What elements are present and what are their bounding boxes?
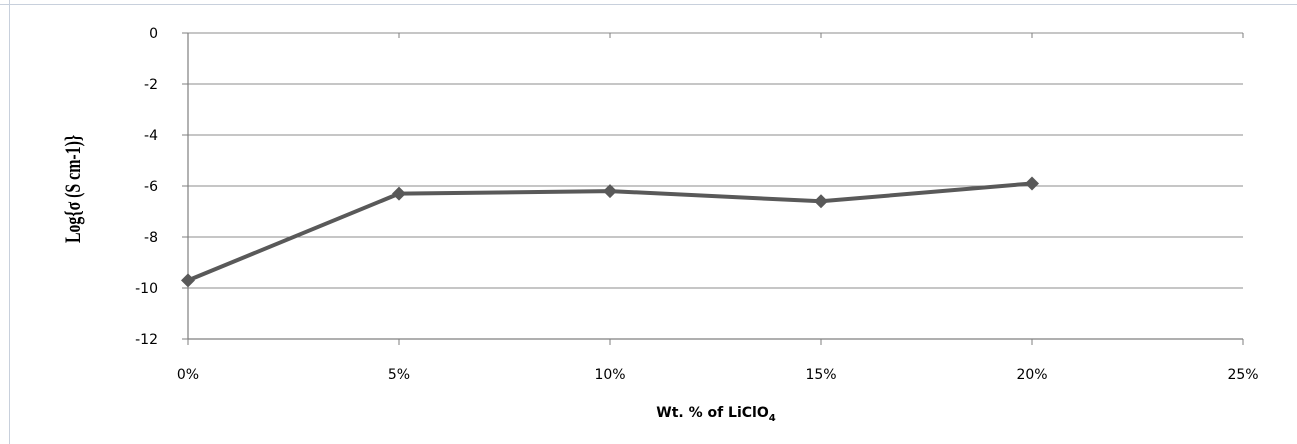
y-tick-label-1: -2 (144, 77, 158, 93)
y-tick-label-2: -4 (144, 128, 158, 144)
x-tick-label-5: 25% (1227, 367, 1258, 383)
x-tick-label-4: 20% (1016, 367, 1047, 383)
x-tick-label-2: 10% (594, 367, 625, 383)
x-tick-label-3: 15% (805, 367, 836, 383)
x-tick-label-0: 0% (177, 367, 199, 383)
x-axis-title-main: Wt. % of LiClO (656, 405, 769, 421)
x-axis-ticks: 0% 5% 10% 15% 20% 25% (177, 33, 1259, 383)
y-axis-ticks: 0 -2 -4 -6 -8 -10 -12 (135, 26, 188, 348)
plot-area: 0 -2 -4 -6 -8 -10 -12 0% 5% 10% 15% 20% 25% (135, 26, 1258, 383)
y-tick-label-6: -12 (135, 332, 158, 348)
y-axis-title: Log{σ (S cm-1)} (62, 135, 86, 243)
data-point-4 (1025, 176, 1039, 191)
y-tick-label-4: -8 (144, 230, 158, 246)
data-point-2 (603, 184, 617, 199)
x-axis-title: Wt. % of LiClO4 (656, 405, 776, 424)
y-tick-label-3: -6 (144, 179, 158, 195)
gridlines (188, 32, 1243, 289)
x-tick-label-1: 5% (388, 367, 410, 383)
y-tick-label-0: 0 (149, 26, 158, 42)
y-tick-label-5: -10 (135, 281, 158, 297)
x-axis-title-subscript: 4 (769, 413, 776, 424)
data-point-0 (181, 273, 195, 288)
data-series (181, 176, 1039, 288)
data-point-3 (814, 194, 828, 209)
data-point-1 (392, 186, 406, 201)
